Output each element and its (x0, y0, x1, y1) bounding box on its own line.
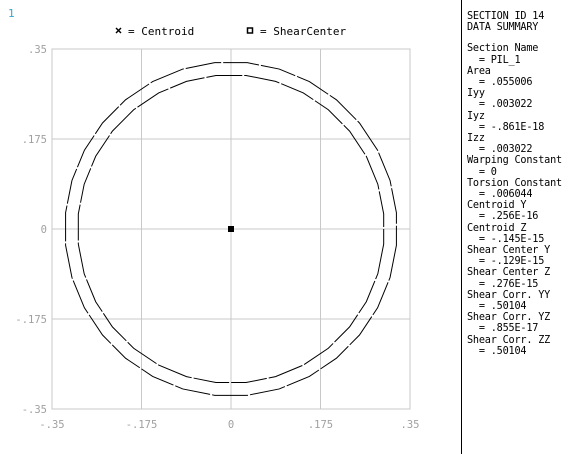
summary-property-value: = -.861E-18 (467, 121, 545, 133)
summary-property-label: Area (467, 65, 491, 77)
summary-property-label: Iyy (467, 88, 485, 100)
summary-property-value: = .276E-15 (467, 278, 539, 290)
y-tick-label: -.35 (22, 404, 47, 416)
summary-property-label: Shear Center Y (467, 245, 551, 257)
summary-property-value: = .006044 (467, 189, 533, 201)
summary-property-label: Torsion Constant (467, 177, 562, 189)
summary-property-label: Shear Corr. YY (467, 289, 551, 301)
window-number: 1 (8, 7, 15, 20)
summary-property-value: = .055006 (467, 77, 533, 89)
y-tick-label: -.175 (15, 314, 47, 326)
section-outline (65, 62, 397, 396)
summary-header-line: SECTION ID 14 (467, 11, 545, 22)
x-tick-label: -.175 (126, 419, 158, 431)
shear-center-marker (228, 226, 234, 232)
legend-label: = Centroid (128, 25, 194, 38)
y-tick-label: .35 (28, 44, 47, 56)
summary-property-value: = .855E-17 (467, 323, 539, 335)
legend-centroid-icon (115, 27, 122, 34)
summary-property-label: Centroid Z (467, 222, 527, 234)
summary-property-label: Shear Corr. YZ (467, 312, 551, 324)
data-summary-panel: SECTION ID 14 DATA SUMMARY Section Name = … (467, 11, 575, 357)
x-tick-label: 0 (228, 419, 234, 431)
legend: = Centroid = ShearCenter (115, 25, 346, 38)
outer-boundary (65, 62, 397, 396)
section-plot: -.35 -.175 0 .175 .35 .35 .175 0 -.175 -.35 = Cen… (15, 25, 419, 431)
summary-property-label: Centroid Y (467, 200, 527, 212)
x-tick-label: -.35 (39, 419, 64, 431)
tick-labels: -.35 -.175 0 .175 .35 .35 .175 0 -.175 -.35 (15, 44, 419, 431)
summary-spacer (467, 33, 575, 43)
summary-property-label: Warping Constant (467, 155, 562, 167)
summary-property-value: = .003022 (467, 144, 533, 156)
summary-property-value: = .003022 (467, 99, 533, 111)
section-points (228, 226, 234, 232)
summary-property-label: Section Name (467, 43, 539, 55)
summary-property-value: = 0 (467, 166, 497, 178)
x-tick-label: .35 (401, 419, 420, 431)
summary-property-label: Izz (467, 133, 485, 145)
legend-label: = ShearCenter (260, 25, 346, 38)
summary-property-value: = .50104 (467, 301, 527, 313)
summary-property-label: Shear Center Z (467, 267, 551, 279)
summary-property-value: = -.145E-15 (467, 233, 545, 245)
summary-property-value: = PIL_1 (467, 54, 521, 66)
y-tick-label: 0 (41, 224, 47, 236)
summary-property-value: = .256E-16 (467, 211, 539, 223)
y-tick-label: .175 (22, 134, 47, 146)
inner-boundary (77, 74, 385, 384)
x-tick-label: .175 (308, 419, 333, 431)
summary-property-label: Iyz (467, 110, 485, 122)
summary-property-label: Shear Corr. ZZ (467, 334, 551, 346)
summary-property-value: = .50104 (467, 345, 527, 357)
summary-header-line: DATA SUMMARY (467, 22, 539, 34)
summary-property-value: = -.129E-15 (467, 256, 545, 268)
plot-area: 1 -.35 -.175 0 .175 .35 .35 .175 0 -.175 -.35 = C… (8, 0, 462, 454)
legend-shear-center-icon (246, 27, 254, 34)
